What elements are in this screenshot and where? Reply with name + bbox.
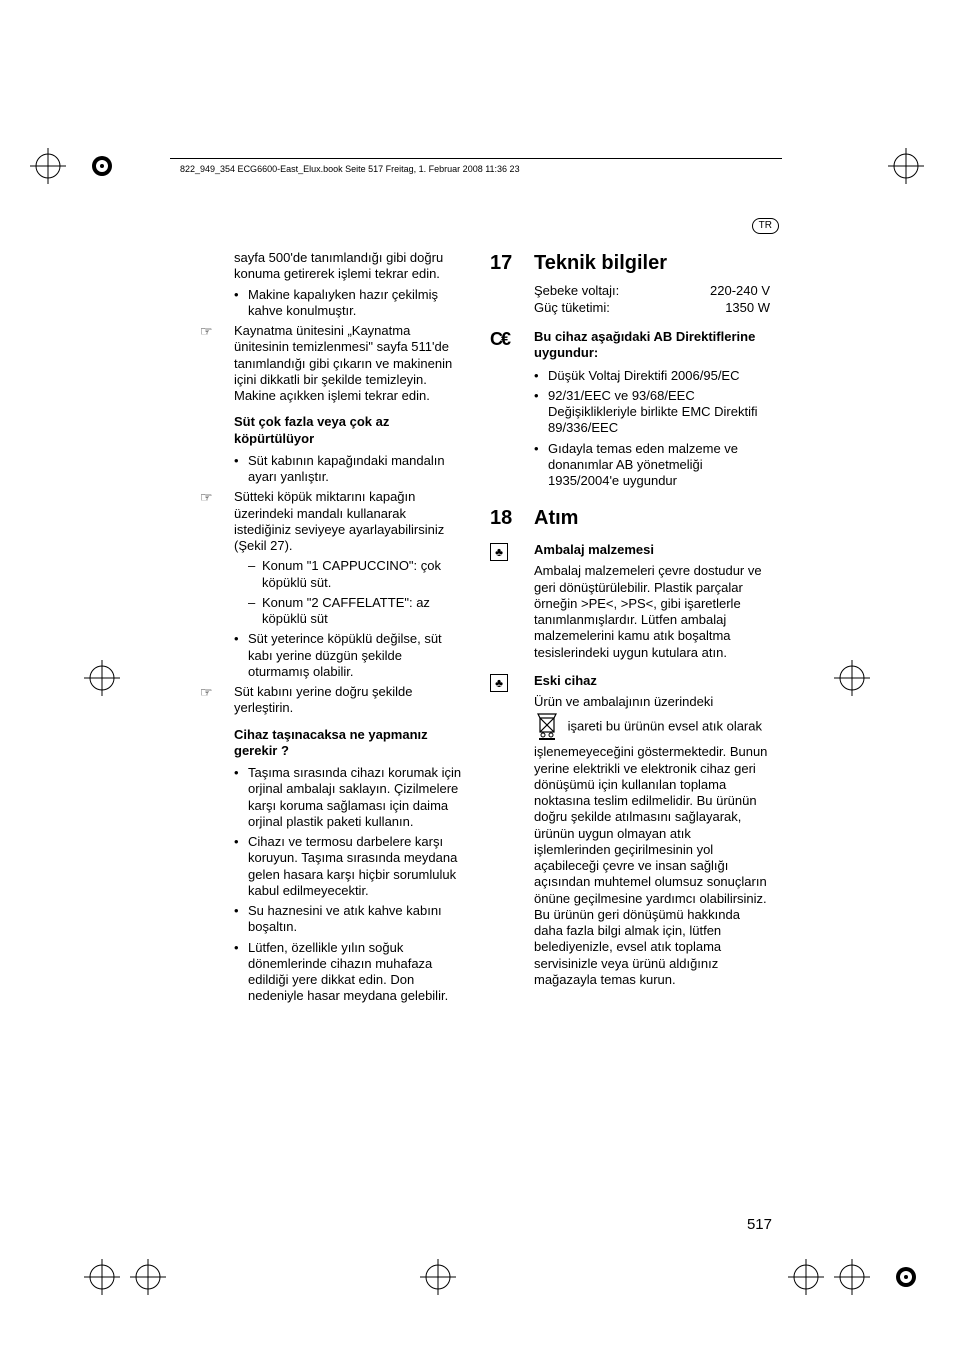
pointing-hand-icon: ☞: [200, 323, 234, 404]
header-rule: [170, 158, 782, 159]
spec-label: Şebeke voltajı:: [534, 283, 619, 298]
list-item: • Su haznesini ve atık kahve kabını boşa…: [234, 903, 466, 936]
bullet-icon: •: [534, 368, 548, 384]
list-text: Su haznesini ve atık kahve kabını boşalt…: [248, 903, 466, 936]
eco-block: ♣ Ambalaj malzemesi: [490, 542, 770, 561]
sublist-item: – Konum "1 CAPPUCCINO": çok köpüklü süt.: [248, 558, 466, 591]
registration-mark-icon: [30, 148, 66, 184]
section-title: Teknik bilgiler: [534, 252, 667, 275]
registration-mark-icon: [888, 148, 924, 184]
list-text: Makine kapalıyken hazır çekilmiş kahve k…: [248, 287, 466, 320]
page-number: 517: [747, 1216, 772, 1233]
pointing-hand-icon: ☞: [200, 684, 234, 717]
section-title: Atım: [534, 507, 578, 530]
section-heading: 17 Teknik bilgiler: [490, 252, 770, 275]
spec-value: 220-240 V: [710, 283, 770, 298]
ce-title: Bu cihaz aşağıdaki AB Direktiflerine uyg…: [534, 329, 770, 362]
content-area: sayfa 500'de tanımlandığı gibi doğru kon…: [186, 250, 771, 1009]
section-number: 18: [490, 507, 534, 530]
header-filename: 822_949_354 ECG6600-East_Elux.book Seite…: [180, 164, 520, 174]
list-item: • Süt kabının kapağındaki mandalın ayarı…: [234, 453, 466, 486]
subheading: Süt çok fazla veya çok az köpürtülüyor: [234, 414, 466, 447]
list-item: • Düşük Voltaj Direktifi 2006/95/EC: [534, 368, 770, 384]
registration-mark-icon: [420, 1259, 456, 1295]
subheading: Cihaz taşınacaksa ne yapmanız gerekir ?: [234, 727, 466, 760]
weee-bin-icon: [534, 710, 560, 744]
list-text: Süt yeterince köpüklü değilse, süt kabı …: [248, 631, 466, 680]
spec-row: Şebeke voltajı: 220-240 V: [534, 283, 770, 298]
body-text: Ürün ve ambalajının üzerindeki işareti b…: [534, 694, 770, 988]
section-heading: 18 Atım: [490, 507, 770, 530]
list-item: • Makine kapalıyken hazır çekilmiş kahve…: [234, 287, 466, 320]
registration-mark-icon: [84, 660, 120, 696]
sublist-item: – Konum "2 CAFFELATTE": az köpüklü süt: [248, 595, 466, 628]
left-column: sayfa 500'de tanımlandığı gibi doğru kon…: [186, 250, 466, 1009]
list-text: Süt kabının kapağındaki mandalın ayarı y…: [248, 453, 466, 486]
list-item: • Taşıma sırasında cihazı korumak için o…: [234, 765, 466, 830]
list-item: • Süt yeterince köpüklü değilse, süt kab…: [234, 631, 466, 680]
ce-block: C€ Bu cihaz aşağıdaki AB Direktiflerine …: [490, 329, 770, 362]
bullet-icon: •: [234, 903, 248, 936]
section-number: 17: [490, 252, 534, 275]
list-item: • Gıdayla temas eden malzeme ve donanıml…: [534, 441, 770, 490]
right-column: 17 Teknik bilgiler Şebeke voltajı: 220-2…: [490, 250, 770, 1009]
registration-mark-icon: [130, 1259, 166, 1295]
bullet-icon: •: [234, 453, 248, 486]
body-text: sayfa 500'de tanımlandığı gibi doğru kon…: [234, 250, 466, 283]
list-item: • Cihazı ve termosu darbelere karşı koru…: [234, 834, 466, 899]
sublist-text: Konum "1 CAPPUCCINO": çok köpüklü süt.: [262, 558, 466, 591]
bullet-icon: •: [234, 940, 248, 1005]
instruction-text: Kaynatma ünitesini „Kaynatma ünitesinin …: [234, 323, 466, 404]
list-text: Taşıma sırasında cihazı korumak için orj…: [248, 765, 466, 830]
dash-icon: –: [248, 595, 262, 628]
bullet-icon: •: [534, 441, 548, 490]
spec-label: Güç tüketimi:: [534, 300, 610, 315]
registration-mark-icon: [888, 1259, 924, 1295]
list-item: • Lütfen, özellikle yılın soğuk dönemler…: [234, 940, 466, 1005]
list-text: Cihazı ve termosu darbelere karşı koruyu…: [248, 834, 466, 899]
bullet-icon: •: [234, 765, 248, 830]
body-text: Ambalaj malzemeleri çevre dostudur ve ge…: [534, 563, 770, 661]
instruction-row: ☞ Süt kabını yerine doğru şekilde yerleş…: [200, 684, 466, 717]
bullet-icon: •: [234, 287, 248, 320]
eco-title: Ambalaj malzemesi: [534, 542, 770, 557]
sublist-text: Konum "2 CAFFELATTE": az köpüklü süt: [262, 595, 466, 628]
registration-mark-icon: [788, 1259, 824, 1295]
bullet-icon: •: [234, 631, 248, 680]
recycle-box-icon: ♣: [490, 542, 534, 561]
instruction-row: ☞ Kaynatma ünitesini „Kaynatma ünitesini…: [200, 323, 466, 404]
registration-mark-icon: [834, 1259, 870, 1295]
eco-block: ♣ Eski cihaz: [490, 673, 770, 692]
registration-mark-icon: [834, 660, 870, 696]
bullet-icon: •: [234, 834, 248, 899]
spec-row: Güç tüketimi: 1350 W: [534, 300, 770, 315]
dash-icon: –: [248, 558, 262, 591]
manual-page: 822_949_354 ECG6600-East_Elux.book Seite…: [0, 0, 954, 1351]
ce-mark-icon: C€: [490, 329, 534, 362]
instruction-text: Sütteki köpük miktarını kapağın üzerinde…: [234, 489, 466, 554]
list-text: Gıdayla temas eden malzeme ve donanımlar…: [548, 441, 770, 490]
list-text: 92/31/EEC ve 93/68/EEC Değişiklikleriyle…: [548, 388, 770, 437]
list-item: • 92/31/EEC ve 93/68/EEC Değişiklikleriy…: [534, 388, 770, 437]
recycle-box-icon: ♣: [490, 673, 534, 692]
region-badge: TR: [752, 218, 779, 234]
pointing-hand-icon: ☞: [200, 489, 234, 554]
instruction-text: Süt kabını yerine doğru şekilde yerleşti…: [234, 684, 466, 717]
spec-value: 1350 W: [725, 300, 770, 315]
list-text: Düşük Voltaj Direktifi 2006/95/EC: [548, 368, 770, 384]
registration-mark-icon: [84, 1259, 120, 1295]
body-text-rest: işareti bu ürünün evsel atık olarak işle…: [534, 719, 767, 987]
eco-title: Eski cihaz: [534, 673, 770, 688]
registration-mark-icon: [84, 148, 120, 184]
instruction-row: ☞ Sütteki köpük miktarını kapağın üzerin…: [200, 489, 466, 554]
body-text-line: Ürün ve ambalajının üzerindeki: [534, 694, 713, 709]
list-text: Lütfen, özellikle yılın soğuk dönemlerin…: [248, 940, 466, 1005]
bullet-icon: •: [534, 388, 548, 437]
